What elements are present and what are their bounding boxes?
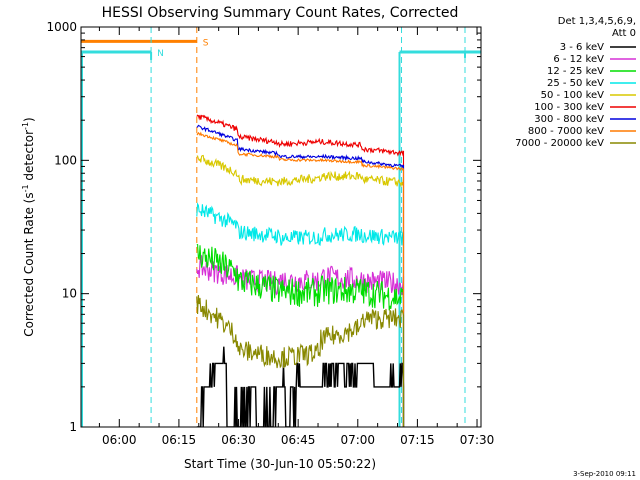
x-tick-label: 06:00 bbox=[102, 433, 137, 447]
y-tick-label: 1 bbox=[69, 420, 77, 434]
legend-label: 50 - 100 keV bbox=[541, 90, 605, 101]
y-axis-label: Corrected Count Rate (s-1 detector-1) bbox=[21, 117, 36, 336]
x-tick-label: 06:30 bbox=[221, 433, 256, 447]
x-tick-label: 07:15 bbox=[400, 433, 435, 447]
series-line bbox=[196, 124, 405, 427]
y-tick-label: 100 bbox=[54, 153, 77, 167]
x-axis-label: Start Time (30-Jun-10 05:50:22) bbox=[184, 457, 376, 471]
legend-header-line1: Det 1,3,4,5,6,9, bbox=[558, 16, 636, 27]
legend-label: 3 - 6 keV bbox=[560, 42, 604, 53]
footer-timestamp: 3-Sep-2010 09:11 bbox=[573, 470, 636, 478]
y-tick-label: 10 bbox=[62, 287, 77, 301]
legend-label: 12 - 25 keV bbox=[547, 66, 604, 77]
series-line bbox=[196, 243, 405, 427]
legend-label: 100 - 300 keV bbox=[534, 102, 604, 113]
y-axis-label-mid: detector bbox=[22, 130, 36, 185]
x-tick-label: 06:15 bbox=[162, 433, 197, 447]
legend-label: 25 - 50 keV bbox=[547, 78, 604, 89]
plot-area: NS bbox=[81, 27, 481, 427]
series-line bbox=[196, 154, 405, 427]
y-tick-label: 1000 bbox=[46, 20, 77, 34]
legend-label: 7000 - 20000 keV bbox=[515, 138, 604, 149]
legend-label: 300 - 800 keV bbox=[534, 114, 604, 125]
legend-label: 800 - 7000 keV bbox=[528, 126, 604, 137]
marker-label-n: N bbox=[157, 49, 164, 59]
y-axis-label-end: ) bbox=[22, 117, 36, 122]
y-axis-label-sup1: -1 bbox=[21, 184, 30, 192]
x-tick-label: 07:00 bbox=[340, 433, 375, 447]
x-axis: 06:00 06:15 06:30 06:45 07:00 07:15 07:30 bbox=[98, 27, 495, 447]
y-axis-label-sup2: -1 bbox=[21, 122, 30, 130]
legend-header-line2: Att 0 bbox=[612, 28, 636, 39]
series-line bbox=[196, 254, 405, 427]
series-line bbox=[196, 294, 405, 427]
plot-frame bbox=[80, 26, 482, 428]
series-line bbox=[196, 114, 405, 427]
series-line bbox=[196, 131, 405, 427]
marker-label-s: S bbox=[203, 38, 209, 48]
y-axis-label-main: Corrected Count Rate (s bbox=[22, 192, 36, 336]
x-tick-label: 07:30 bbox=[460, 433, 495, 447]
series-line bbox=[196, 202, 405, 427]
y-axis: 1 10 100 1000 bbox=[46, 20, 481, 434]
legend-label: 6 - 12 keV bbox=[553, 54, 604, 65]
chart-title: HESSI Observing Summary Count Rates, Cor… bbox=[102, 5, 459, 21]
x-tick-label: 06:45 bbox=[281, 433, 316, 447]
series-line bbox=[196, 346, 405, 427]
